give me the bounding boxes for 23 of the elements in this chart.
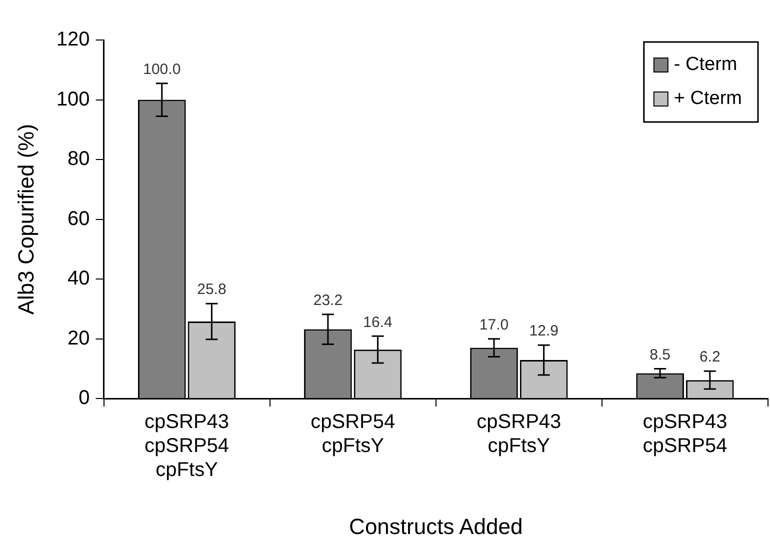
y-tick-label: 60 [68, 208, 90, 230]
data-label: 12.9 [529, 322, 558, 340]
y-tick-label: 20 [68, 327, 90, 350]
y-tick-label: 0 [78, 387, 90, 410]
data-label: 16.4 [363, 314, 392, 331]
y-tick-label: 120 [56, 28, 90, 51]
y-tick-label: 40 [68, 268, 90, 290]
data-label: 17.0 [479, 316, 509, 334]
data-label: 100.0 [143, 60, 181, 78]
x-tick-label: cpSRP43 cpFtsY [476, 411, 562, 458]
y-axis-title: Alb3 Copurified (%) [13, 124, 38, 315]
x-tick-label: cpSRP43 cpSRP54 [642, 411, 728, 458]
x-tick-label: cpSRP43 cpSRP54 cpFtsY [144, 411, 230, 482]
data-label: 23.2 [313, 292, 343, 309]
data-label: 6.2 [699, 348, 720, 366]
data-label: 25.8 [197, 281, 226, 298]
data-label: 8.5 [650, 346, 670, 364]
legend-label: - Cterm [674, 54, 738, 76]
legend-label: + Cterm [674, 88, 742, 110]
x-tick-label: cpSRP54 cpFtsY [310, 411, 396, 458]
x-axis-title: Constructs Added [349, 514, 523, 539]
y-tick-label: 80 [68, 148, 90, 170]
y-tick-label: 100 [56, 88, 90, 110]
